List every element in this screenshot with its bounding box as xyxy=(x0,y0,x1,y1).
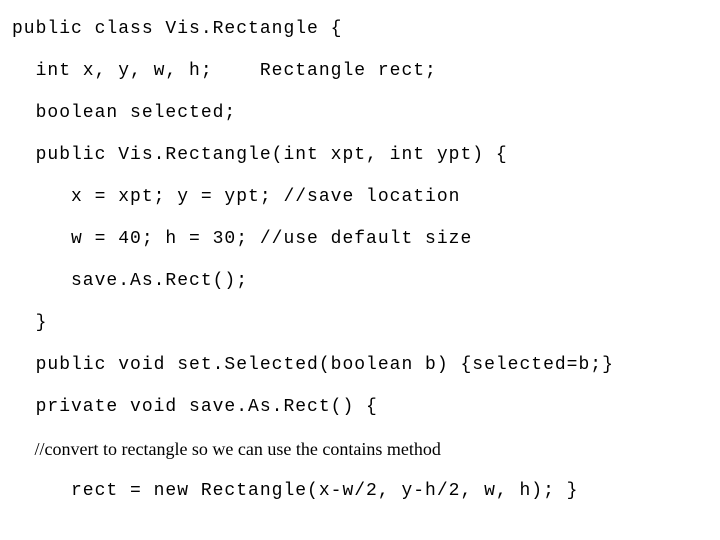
code-line-1: public class Vis.Rectangle { xyxy=(12,20,708,38)
code-line-9: public void set.Selected(boolean b) {sel… xyxy=(12,356,708,374)
code-line-10: private void save.As.Rect() { xyxy=(12,398,708,416)
code-line-3: boolean selected; xyxy=(12,104,708,122)
code-line-6: w = 40; h = 30; //use default size xyxy=(12,230,708,248)
code-line-2: int x, y, w, h; Rectangle rect; xyxy=(12,62,708,80)
code-line-12: rect = new Rectangle(x-w/2, y-h/2, w, h)… xyxy=(12,482,708,500)
code-line-5: x = xpt; y = ypt; //save location xyxy=(12,188,708,206)
code-line-8: } xyxy=(12,314,708,332)
code-comment-line: //convert to rectangle so we can use the… xyxy=(12,440,708,458)
code-line-4: public Vis.Rectangle(int xpt, int ypt) { xyxy=(12,146,708,164)
code-line-7: save.As.Rect(); xyxy=(12,272,708,290)
